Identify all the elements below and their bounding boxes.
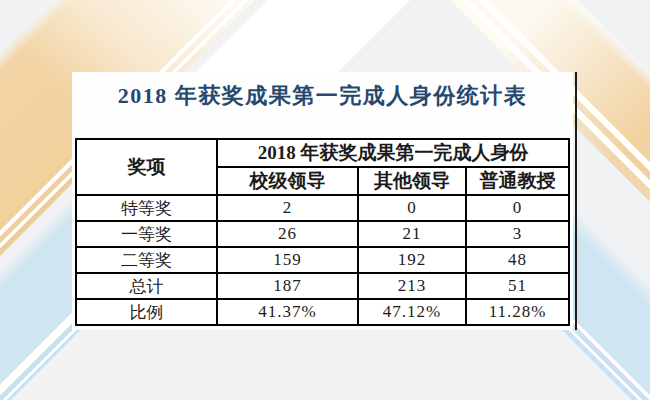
row-label-total: 总计: [76, 273, 217, 299]
stats-table: 奖项 2018 年获奖成果第一完成人身份 校级领导 其他领导 普通教授 特等奖 …: [75, 138, 570, 326]
column-header-other-leader: 其他领导: [358, 167, 466, 195]
value-cell: 187: [217, 273, 358, 299]
value-cell: 41.37%: [217, 299, 358, 325]
row-label-special-prize: 特等奖: [76, 195, 217, 221]
value-cell: 26: [217, 221, 358, 247]
row-label-ratio: 比例: [76, 299, 217, 325]
value-cell: 3: [466, 221, 569, 247]
slide-title: 2018 年获奖成果第一完成人身份统计表: [72, 81, 573, 111]
column-header-school-leader: 校级领导: [217, 167, 358, 195]
value-cell: 192: [358, 247, 466, 273]
value-cell: 21: [358, 221, 466, 247]
value-cell: 48: [466, 247, 569, 273]
group-header-cell: 2018 年获奖成果第一完成人身份: [217, 139, 569, 167]
column-header-ordinary-professor: 普通教授: [466, 167, 569, 195]
content-panel: 2018 年获奖成果第一完成人身份统计表 奖项 2018 年获奖成果第一完成人身…: [72, 72, 573, 330]
value-cell: 159: [217, 247, 358, 273]
value-cell: 0: [358, 195, 466, 221]
row-label-second-prize: 二等奖: [76, 247, 217, 273]
value-cell: 213: [358, 273, 466, 299]
value-cell: 47.12%: [358, 299, 466, 325]
value-cell: 2: [217, 195, 358, 221]
value-cell: 51: [466, 273, 569, 299]
value-cell: 11.28%: [466, 299, 569, 325]
value-cell: 0: [466, 195, 569, 221]
panel-right-shadow: [575, 72, 577, 330]
corner-header-cell: 奖项: [76, 139, 217, 195]
row-label-first-prize: 一等奖: [76, 221, 217, 247]
